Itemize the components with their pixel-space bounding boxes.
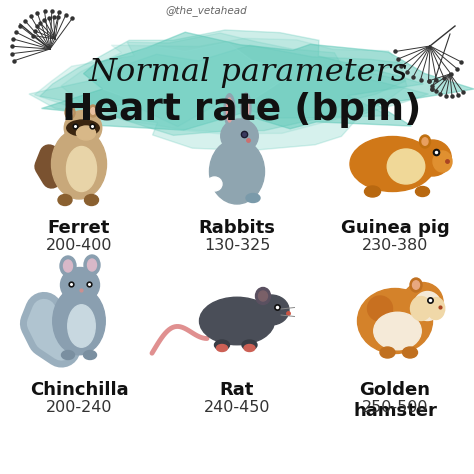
Polygon shape xyxy=(42,32,474,130)
Ellipse shape xyxy=(65,106,75,119)
Ellipse shape xyxy=(414,292,441,320)
Ellipse shape xyxy=(84,255,100,275)
Text: Rat: Rat xyxy=(220,381,254,399)
Ellipse shape xyxy=(422,138,428,145)
Ellipse shape xyxy=(242,340,257,350)
Ellipse shape xyxy=(255,288,271,304)
Text: Rabbits: Rabbits xyxy=(199,219,275,237)
Ellipse shape xyxy=(367,296,392,321)
Text: 200-240: 200-240 xyxy=(46,400,112,415)
Ellipse shape xyxy=(83,350,97,359)
Ellipse shape xyxy=(210,139,264,204)
Ellipse shape xyxy=(207,177,222,191)
Ellipse shape xyxy=(365,186,381,197)
Polygon shape xyxy=(90,43,293,134)
Text: Golden
hamster: Golden hamster xyxy=(353,381,437,420)
Text: Guinea pig: Guinea pig xyxy=(341,219,449,237)
Ellipse shape xyxy=(76,126,95,140)
Ellipse shape xyxy=(67,109,73,116)
Ellipse shape xyxy=(350,137,435,191)
Ellipse shape xyxy=(374,312,421,350)
Ellipse shape xyxy=(61,267,100,302)
Ellipse shape xyxy=(243,97,249,119)
Ellipse shape xyxy=(91,108,95,114)
Ellipse shape xyxy=(217,345,228,352)
Ellipse shape xyxy=(246,193,260,202)
Ellipse shape xyxy=(215,340,229,350)
Text: Heart rate (bpm): Heart rate (bpm) xyxy=(62,92,422,128)
Ellipse shape xyxy=(410,297,431,320)
Polygon shape xyxy=(61,38,407,134)
Text: Normal parameters: Normal parameters xyxy=(88,56,408,88)
Ellipse shape xyxy=(227,98,233,122)
Text: @the_vetahead: @the_vetahead xyxy=(165,5,247,16)
Text: 200-400: 200-400 xyxy=(46,238,112,253)
Ellipse shape xyxy=(68,305,95,347)
Ellipse shape xyxy=(62,350,74,359)
Text: 230-380: 230-380 xyxy=(362,238,428,253)
Ellipse shape xyxy=(387,149,425,184)
Ellipse shape xyxy=(224,94,235,126)
Polygon shape xyxy=(35,33,406,127)
Ellipse shape xyxy=(258,291,267,301)
Ellipse shape xyxy=(66,146,97,191)
Ellipse shape xyxy=(253,295,289,325)
Ellipse shape xyxy=(60,256,76,276)
Ellipse shape xyxy=(402,347,418,358)
Ellipse shape xyxy=(416,186,429,197)
Ellipse shape xyxy=(380,347,395,358)
Ellipse shape xyxy=(58,194,72,206)
Ellipse shape xyxy=(84,194,99,206)
Ellipse shape xyxy=(52,129,107,199)
Ellipse shape xyxy=(64,110,102,146)
Ellipse shape xyxy=(221,119,258,153)
Ellipse shape xyxy=(419,135,430,148)
Ellipse shape xyxy=(241,93,251,123)
Ellipse shape xyxy=(88,259,97,271)
Ellipse shape xyxy=(410,278,422,292)
Ellipse shape xyxy=(244,345,255,352)
Ellipse shape xyxy=(53,287,105,355)
Text: 240-450: 240-450 xyxy=(204,400,270,415)
Ellipse shape xyxy=(402,283,443,321)
Ellipse shape xyxy=(433,151,452,172)
Polygon shape xyxy=(40,30,423,136)
Text: 130-325: 130-325 xyxy=(204,238,270,253)
Ellipse shape xyxy=(67,120,99,136)
Ellipse shape xyxy=(89,105,98,117)
Ellipse shape xyxy=(200,297,274,345)
Ellipse shape xyxy=(64,260,73,272)
Ellipse shape xyxy=(412,281,419,289)
Ellipse shape xyxy=(357,289,432,354)
Polygon shape xyxy=(29,45,428,151)
Text: Chinchilla: Chinchilla xyxy=(30,381,128,399)
Ellipse shape xyxy=(414,140,451,176)
Ellipse shape xyxy=(427,298,445,319)
Text: Ferret: Ferret xyxy=(48,219,110,237)
Text: 250-500: 250-500 xyxy=(362,400,428,415)
